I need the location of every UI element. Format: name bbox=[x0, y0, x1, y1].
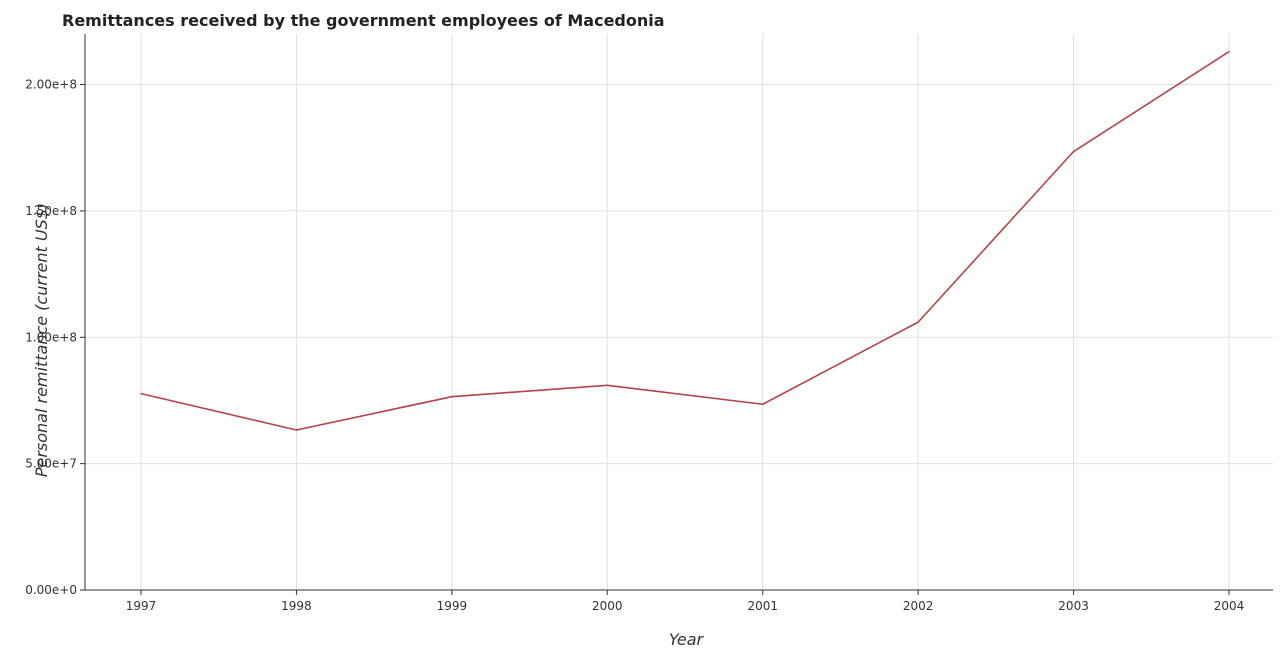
chart-title: Remittances received by the government e… bbox=[62, 11, 665, 30]
data-point bbox=[761, 403, 764, 406]
y-tick-label: 1.00e+8 bbox=[25, 330, 77, 344]
x-tick-label: 2001 bbox=[747, 599, 778, 613]
grid bbox=[85, 34, 1273, 591]
tick-labels: 1997 1998 1999 2000 2001 2002 2003 2004 0.00e+0 5… bbox=[25, 78, 1244, 613]
axes bbox=[84, 34, 1273, 591]
y-tick-label: 1.50e+8 bbox=[25, 204, 77, 218]
y-axis-label: Personal remittance (current US$) bbox=[32, 203, 51, 477]
data-point bbox=[451, 395, 453, 398]
x-tick-label: 1997 bbox=[126, 599, 157, 613]
data-point bbox=[1228, 50, 1230, 53]
y-tick-label: 0.00e+0 bbox=[25, 583, 77, 597]
x-tick-label: 2002 bbox=[903, 599, 934, 613]
series bbox=[140, 50, 1230, 431]
series-line bbox=[140, 51, 1230, 431]
data-point bbox=[606, 384, 609, 387]
data-point bbox=[1072, 150, 1075, 153]
x-tick-label: 2000 bbox=[592, 599, 623, 613]
y-tick-label: 5.00e+7 bbox=[25, 457, 77, 471]
x-tick-label: 1999 bbox=[437, 599, 468, 613]
data-point bbox=[295, 429, 298, 431]
data-point bbox=[917, 321, 919, 323]
y-tick-label: 2.00e+8 bbox=[25, 78, 77, 92]
data-point bbox=[140, 392, 142, 395]
x-tick-label: 1998 bbox=[281, 599, 312, 613]
x-axis-label: Year bbox=[669, 630, 705, 649]
x-tick-label: 2004 bbox=[1214, 599, 1245, 613]
x-tick-label: 2003 bbox=[1058, 599, 1089, 613]
